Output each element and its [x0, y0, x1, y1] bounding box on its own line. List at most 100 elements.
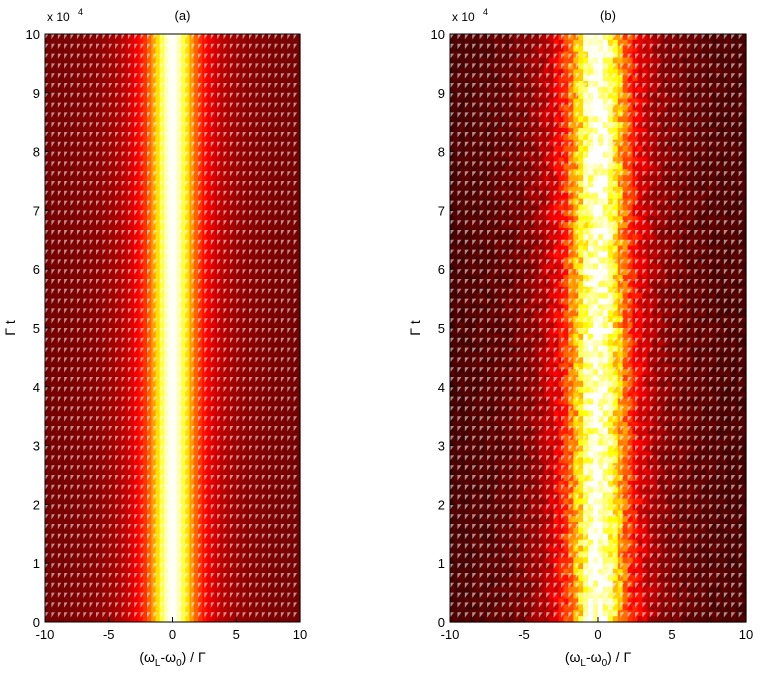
heatmap-cell	[563, 99, 569, 105]
heatmap-cell	[504, 404, 510, 410]
heatmap-cell	[549, 110, 555, 116]
heatmap-cell	[460, 422, 466, 428]
heatmap-cell	[504, 281, 510, 287]
heatmap-cell	[489, 234, 495, 240]
heatmap-cell	[549, 199, 555, 205]
heatmap-cell	[489, 557, 495, 563]
heatmap-cell	[475, 369, 481, 375]
heatmap-cell	[489, 610, 495, 616]
heatmap-cell	[504, 105, 510, 111]
heatmap-cell	[549, 451, 555, 457]
heatmap-cell	[563, 252, 569, 258]
heatmap-cell	[563, 52, 569, 58]
heatmap-cell	[534, 52, 540, 58]
heatmap-cell	[519, 557, 525, 563]
heatmap-cell	[489, 40, 495, 46]
heatmap-cell	[524, 87, 530, 93]
heatmap-cell	[460, 99, 466, 105]
heatmap-cell	[494, 557, 500, 563]
heatmap-cell	[475, 463, 481, 469]
heatmap-cell	[509, 116, 515, 122]
heatmap-cell	[539, 205, 545, 211]
heatmap-cell	[475, 205, 481, 211]
heatmap-cell	[475, 393, 481, 399]
heatmap-cell	[475, 546, 481, 552]
heatmap-cell	[460, 40, 466, 46]
heatmap-cell	[475, 234, 481, 240]
heatmap-cell	[563, 316, 569, 322]
heatmap-cell	[534, 381, 540, 387]
heatmap-cell	[554, 381, 560, 387]
heatmap-cell	[563, 334, 569, 340]
heatmap-cell	[568, 440, 574, 446]
heatmap-cell	[489, 369, 495, 375]
heatmap-cell	[549, 334, 555, 340]
heatmap-cell	[465, 557, 471, 563]
heatmap-cell	[450, 410, 456, 416]
heatmap-cell	[460, 587, 466, 593]
heatmap-cell	[504, 99, 510, 105]
heatmap-cell	[549, 575, 555, 581]
heatmap-cell	[504, 610, 510, 616]
heatmap-cell	[549, 381, 555, 387]
heatmap-cell	[475, 304, 481, 310]
heatmap-cell	[504, 52, 510, 58]
heatmap-cell	[519, 522, 525, 528]
heatmap-cell	[489, 222, 495, 228]
heatmap-cell	[489, 263, 495, 269]
heatmap-cell	[563, 410, 569, 416]
heatmap-cell	[519, 87, 525, 93]
heatmap-cell	[519, 440, 525, 446]
heatmap-cell	[480, 234, 486, 240]
heatmap-cell	[450, 528, 456, 534]
heatmap-cell	[504, 604, 510, 610]
heatmap-cell	[475, 187, 481, 193]
heatmap-cell	[563, 234, 569, 240]
heatmap-cell	[519, 352, 525, 358]
heatmap-cell	[519, 569, 525, 575]
heatmap-cell	[519, 134, 525, 140]
heatmap-cell	[460, 399, 466, 405]
heatmap-cell	[563, 69, 569, 75]
heatmap-cell	[504, 304, 510, 310]
heatmap-cell	[563, 381, 569, 387]
heatmap-cell	[534, 205, 540, 211]
heatmap-cell	[489, 287, 495, 293]
y-tick-label: 1	[33, 556, 40, 571]
heatmap-cell	[460, 510, 466, 516]
heatmap-cell	[475, 322, 481, 328]
heatmap-cell	[489, 46, 495, 52]
heatmap-cell	[480, 58, 486, 64]
heatmap-cell	[504, 469, 510, 475]
heatmap-cell	[475, 493, 481, 499]
heatmap-cell	[489, 187, 495, 193]
heatmap-cell	[460, 310, 466, 316]
heatmap-cell	[563, 293, 569, 299]
heatmap-cell	[519, 469, 525, 475]
heatmap-cell	[489, 58, 495, 64]
y-multiplier-label: x 10	[47, 10, 70, 24]
heatmap-cell	[549, 157, 555, 163]
heatmap-cell	[534, 263, 540, 269]
heatmap-cell	[460, 457, 466, 463]
heatmap-cell	[489, 540, 495, 546]
heatmap-cell	[549, 487, 555, 493]
heatmap-cell	[465, 87, 471, 93]
heatmap-cell	[475, 175, 481, 181]
heatmap-cell	[549, 410, 555, 416]
heatmap-cell	[524, 263, 530, 269]
heatmap-cell	[568, 205, 574, 211]
heatmap-cell	[494, 352, 500, 358]
heatmap-cell	[549, 551, 555, 557]
heatmap-cell	[475, 87, 481, 93]
heatmap-cell	[489, 52, 495, 58]
heatmap-cell	[509, 293, 515, 299]
heatmap-cell	[460, 75, 466, 81]
heatmap-cell	[549, 187, 555, 193]
heatmap-cell	[504, 487, 510, 493]
heatmap-cell	[489, 528, 495, 534]
heatmap-cell	[475, 440, 481, 446]
heatmap-cell	[549, 163, 555, 169]
heatmap-cell	[475, 604, 481, 610]
heatmap-cell	[568, 263, 574, 269]
